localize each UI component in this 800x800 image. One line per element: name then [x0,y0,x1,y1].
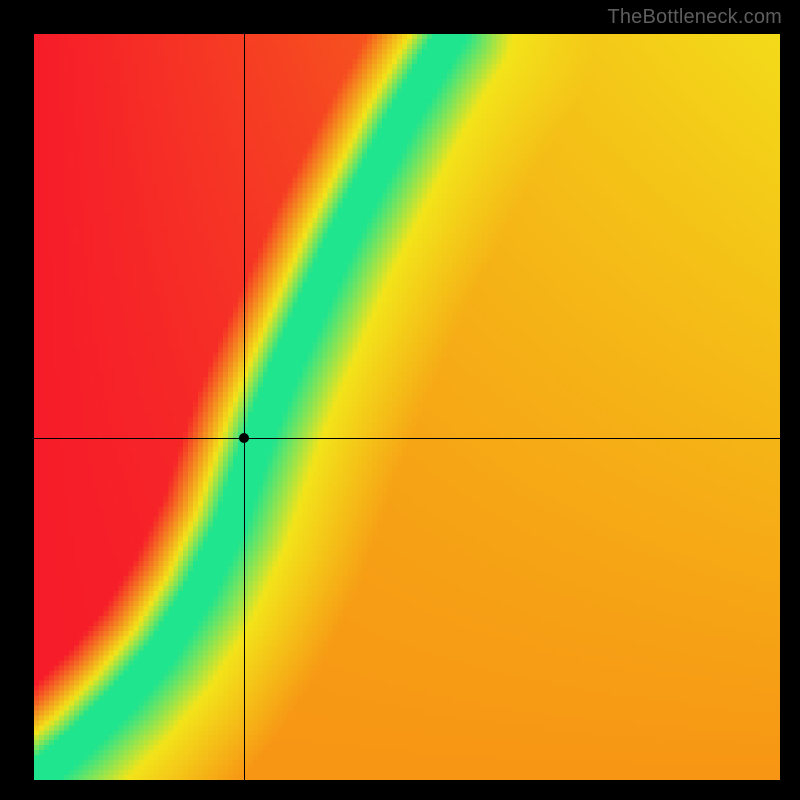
crosshair-horizontal [34,438,780,439]
watermark-label: TheBottleneck.com [607,6,782,29]
crosshair-vertical [244,34,245,780]
bottleneck-heatmap [34,34,780,780]
